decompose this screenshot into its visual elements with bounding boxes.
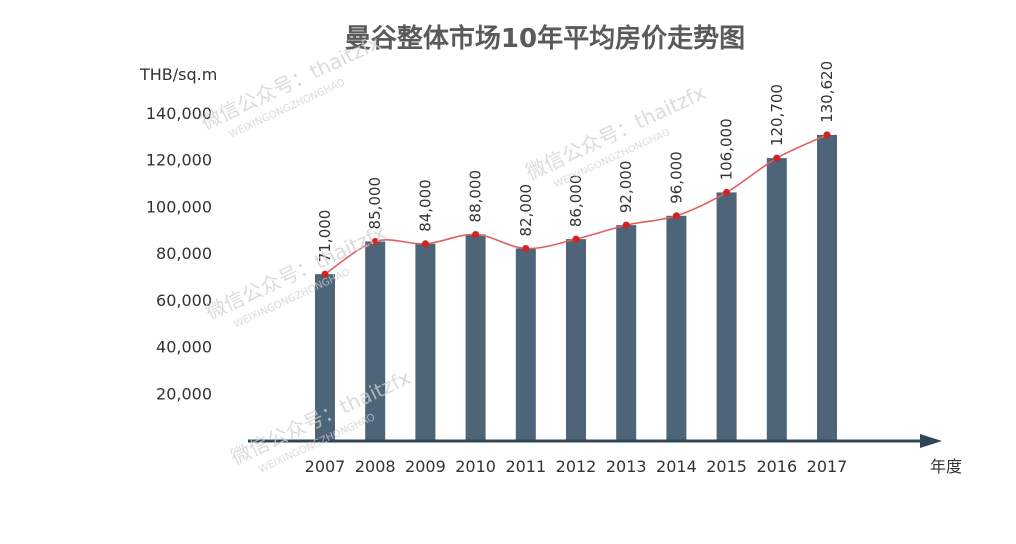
data-label: 96,000 — [667, 151, 685, 204]
x-tick-label: 2017 — [807, 457, 848, 476]
data-label: 82,000 — [517, 184, 535, 237]
x-tick-label: 2009 — [405, 457, 446, 476]
bar — [566, 239, 586, 440]
trend-marker — [773, 154, 781, 162]
x-tick-label: 2012 — [556, 457, 597, 476]
x-axis — [248, 434, 942, 448]
trend-marker — [823, 131, 831, 139]
trend-marker — [622, 221, 630, 229]
y-tick-label: 140,000 — [146, 104, 212, 123]
trend-marker — [672, 212, 680, 220]
watermarks: 微信公众号：thaitzfx WEIXINGONGZHONGHAO 微信公众号：… — [197, 30, 710, 476]
x-tick-label: 2016 — [756, 457, 797, 476]
trend-marker — [371, 237, 379, 245]
y-tick-label: 80,000 — [156, 244, 212, 263]
watermark-text: 微信公众号：thaitzfx — [202, 220, 390, 324]
x-tick-label: 2008 — [355, 457, 396, 476]
trend-marker — [421, 240, 429, 248]
bar — [817, 134, 837, 440]
x-tick-label: 2013 — [606, 457, 647, 476]
data-label: 130,620 — [818, 61, 836, 123]
bars — [315, 134, 837, 440]
x-tick-label: 2015 — [706, 457, 747, 476]
data-label: 85,000 — [366, 177, 384, 230]
chart-title: 曼谷整体市场10年平均房价走势图 — [345, 23, 745, 54]
trend-marker — [321, 270, 329, 278]
x-tick-label: 2011 — [505, 457, 546, 476]
y-tick-label: 60,000 — [156, 291, 212, 310]
data-label: 71,000 — [316, 210, 334, 263]
trend-marker — [572, 235, 580, 243]
x-tick-label: 2014 — [656, 457, 697, 476]
x-axis-ticks: 2007 2008 2009 2010 2011 2012 2013 2014 2015 2016… — [305, 457, 848, 476]
bar — [465, 234, 486, 440]
bar — [666, 215, 687, 440]
bar — [315, 274, 335, 440]
x-tick-label: 2007 — [305, 457, 346, 476]
y-axis-unit-label: THB/sq.m — [139, 65, 217, 84]
data-labels: 71,000 85,000 84,000 88,000 82,000 86,000 92,0… — [316, 61, 836, 262]
watermark-text: 微信公众号：thaitzfx — [197, 30, 385, 134]
x-axis-arrow-icon — [920, 434, 942, 448]
bar — [616, 225, 637, 440]
bar — [515, 248, 536, 440]
y-tick-label: 20,000 — [156, 384, 212, 403]
trend-marker — [522, 244, 530, 252]
y-tick-label: 120,000 — [146, 151, 212, 170]
bar — [766, 158, 787, 440]
x-axis-label: 年度 — [930, 457, 962, 476]
y-tick-label: 40,000 — [156, 338, 212, 357]
data-label: 84,000 — [416, 179, 434, 232]
bar — [365, 241, 386, 440]
y-tick-label: 100,000 — [146, 197, 212, 216]
trend-marker — [472, 230, 480, 238]
y-axis-ticks: 20,000 40,000 60,000 80,000 100,000 120,000 14… — [146, 104, 212, 403]
trend-markers — [321, 131, 831, 278]
data-label: 120,700 — [768, 84, 786, 146]
trend-marker — [723, 188, 731, 196]
data-label: 106,000 — [718, 118, 736, 180]
bar — [716, 192, 737, 440]
data-label: 92,000 — [617, 161, 635, 214]
data-label: 88,000 — [467, 170, 485, 222]
x-tick-label: 2010 — [455, 457, 496, 476]
bar — [415, 243, 436, 440]
data-label: 86,000 — [567, 175, 585, 228]
